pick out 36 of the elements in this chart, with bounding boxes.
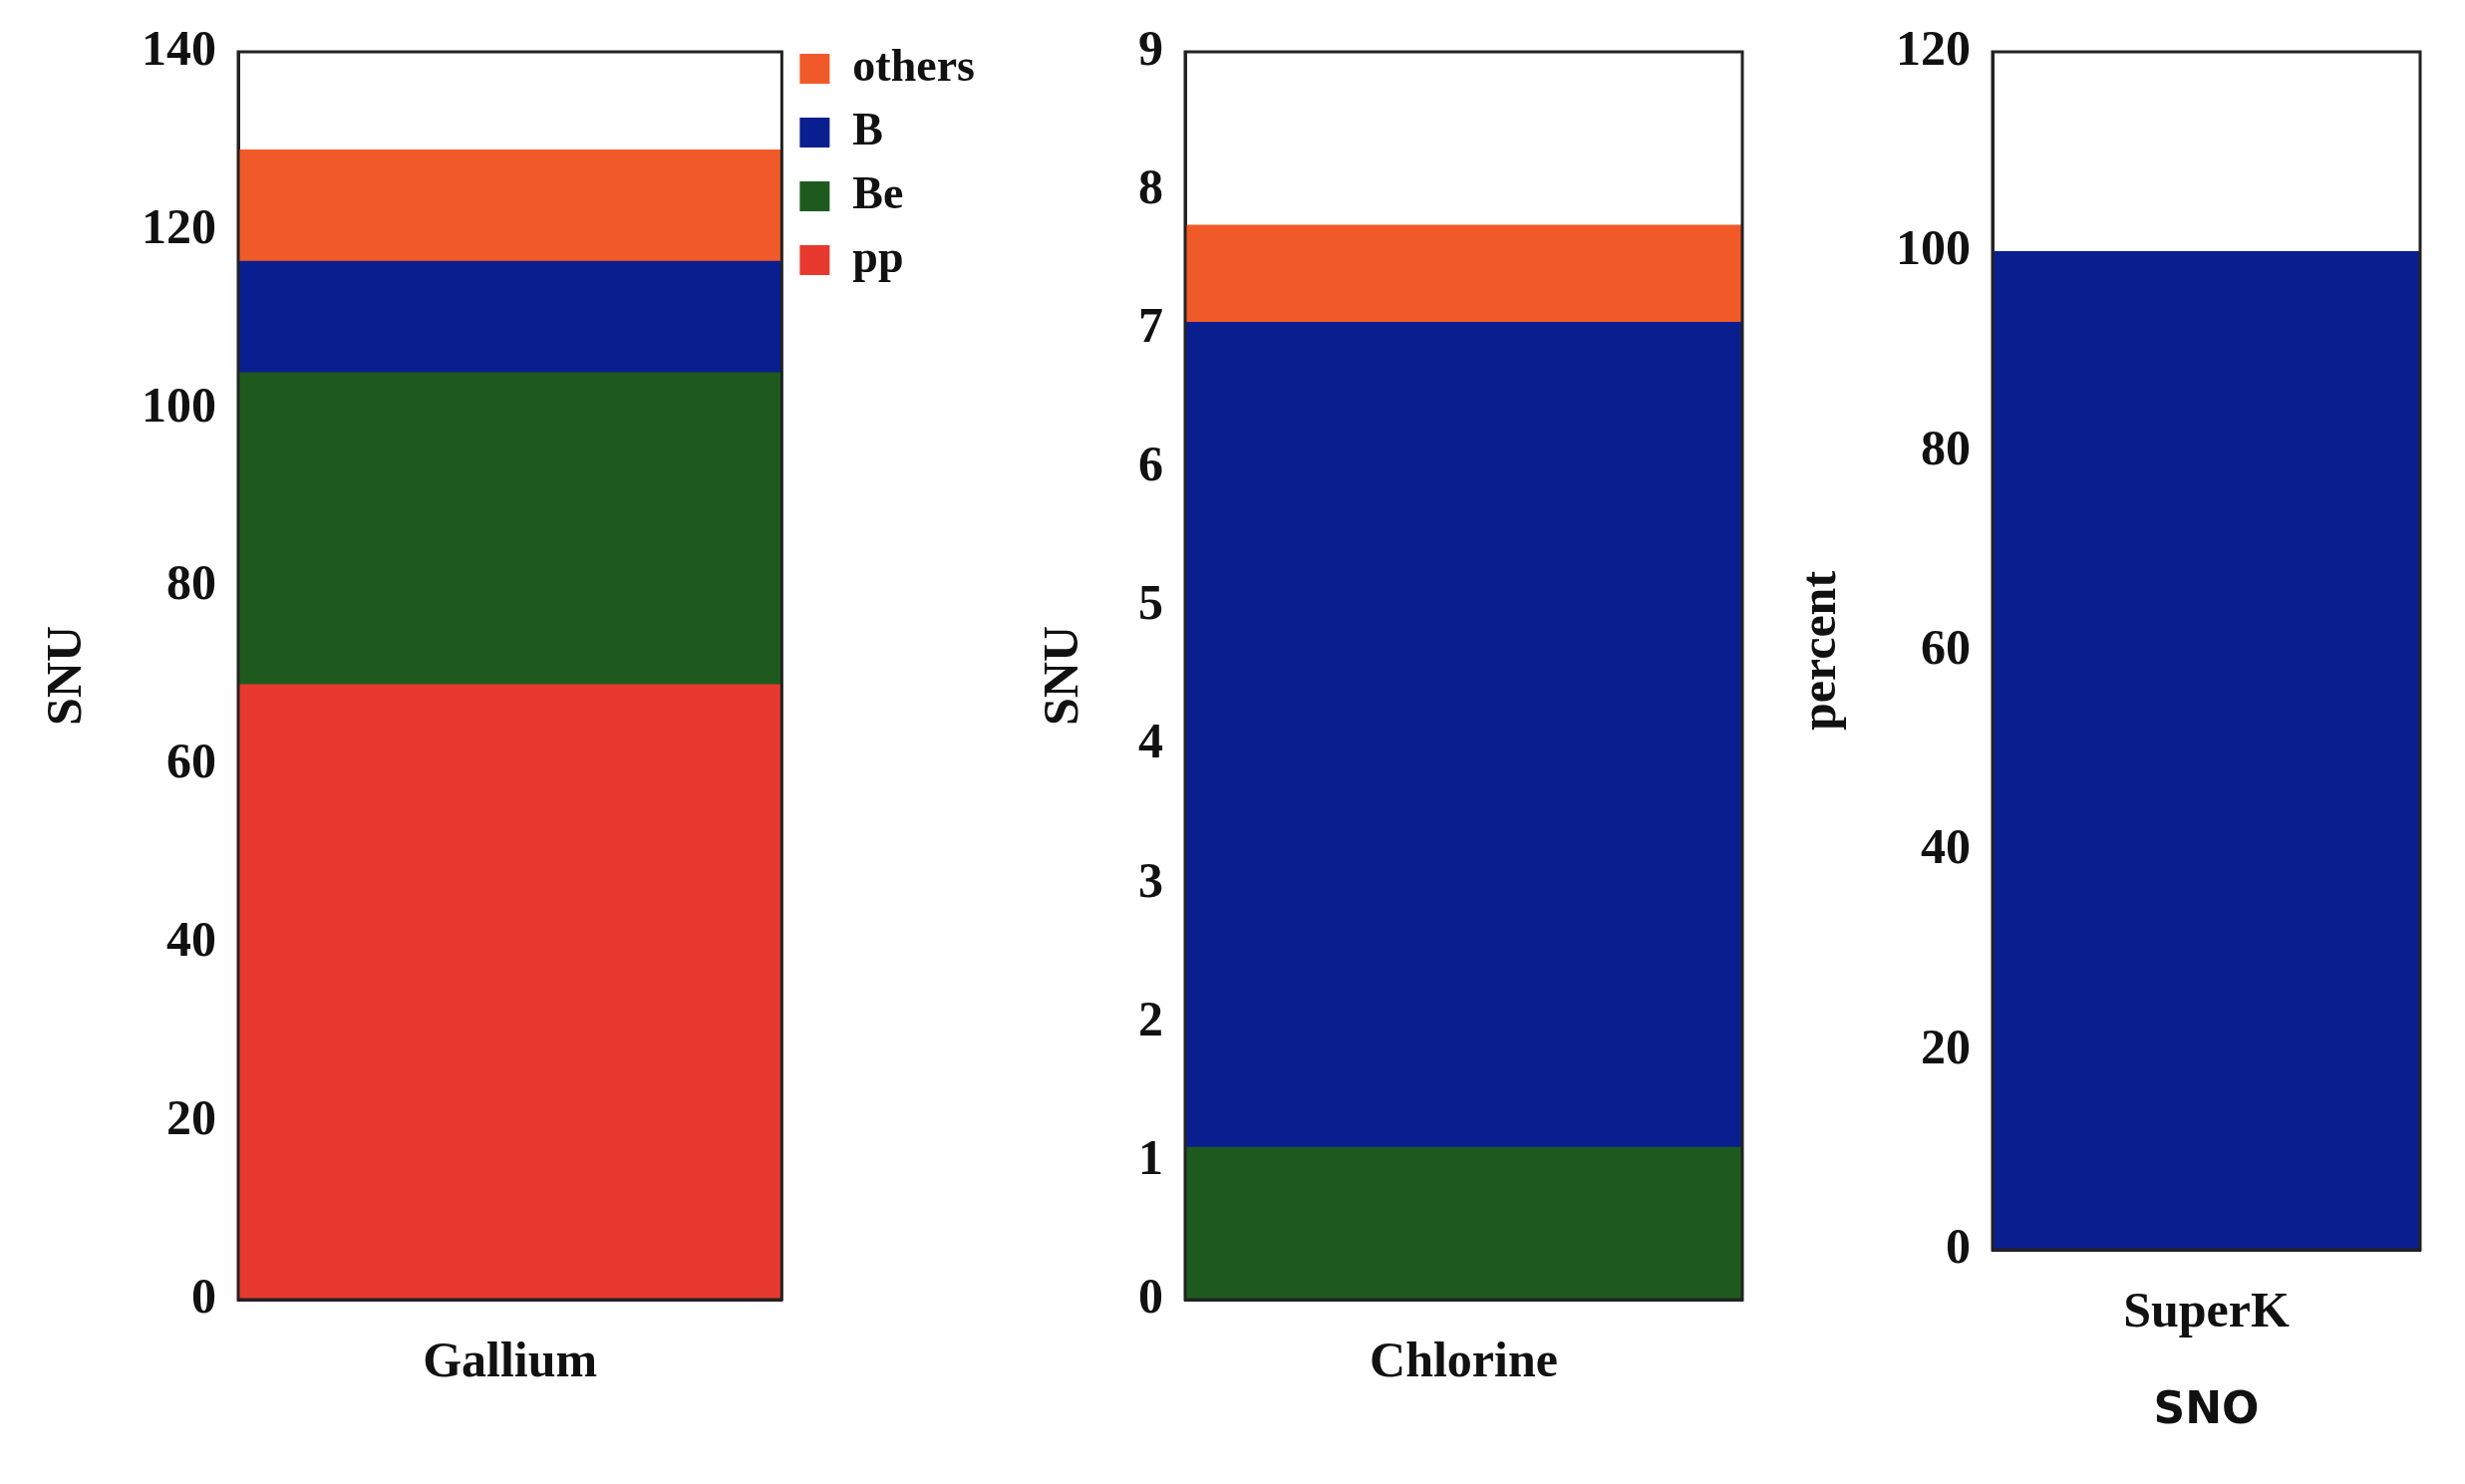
- y-tick-label: 5: [1138, 574, 1163, 631]
- x-tick-label: SuperK: [2123, 1281, 2290, 1337]
- y-tick-label: 0: [1946, 1217, 1971, 1274]
- legend-label: Be: [852, 166, 904, 218]
- y-tick-label: 140: [142, 19, 216, 76]
- y-tick-label: 40: [166, 911, 216, 968]
- legend-label: B: [852, 103, 884, 154]
- y-axis-title: SNU: [1032, 625, 1088, 727]
- y-tick-label: 100: [1896, 219, 1971, 276]
- y-tick-label: 120: [142, 197, 216, 254]
- x-tick-label: Chlorine: [1370, 1331, 1558, 1387]
- y-tick-label: 6: [1138, 436, 1163, 492]
- x-tick-label: Gallium: [423, 1331, 598, 1387]
- y-tick-label: 0: [1138, 1267, 1163, 1324]
- legend-label: others: [852, 39, 975, 91]
- y-tick-label: 80: [1921, 419, 1971, 475]
- y-tick-label: 3: [1138, 851, 1163, 908]
- y-tick-label: 7: [1138, 297, 1163, 354]
- text: SNO: [2153, 1382, 2260, 1433]
- y-tick-label: 8: [1138, 158, 1163, 215]
- y-tick-label: 20: [1921, 1018, 1971, 1074]
- y-tick-label: 40: [1921, 818, 1971, 875]
- y-axis-title: SNU: [35, 625, 92, 727]
- y-tick-label: 0: [191, 1267, 216, 1324]
- y-tick-label: 20: [166, 1089, 216, 1146]
- y-tick-label: 2: [1138, 990, 1163, 1046]
- legend-label: pp: [852, 230, 904, 282]
- y-axis-title: percent: [1789, 570, 1846, 732]
- y-tick-label: 4: [1138, 713, 1163, 769]
- y-tick-label: 100: [142, 376, 216, 433]
- y-tick-label: 60: [166, 733, 216, 789]
- y-tick-label: 1: [1138, 1128, 1163, 1185]
- y-tick-label: 9: [1138, 19, 1163, 76]
- y-tick-label: 120: [1896, 19, 1971, 76]
- y-tick-label: 80: [166, 554, 216, 611]
- y-tick-label: 60: [1921, 618, 1971, 675]
